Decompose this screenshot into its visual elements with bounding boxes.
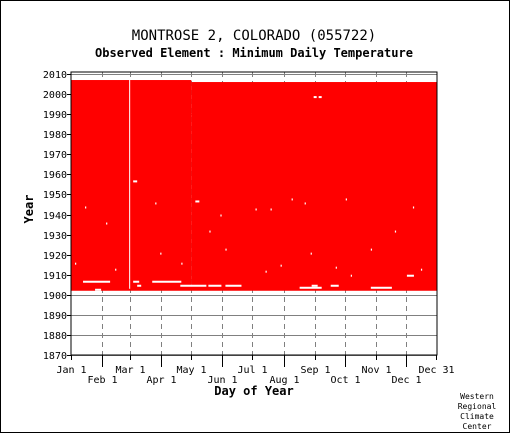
missing-dot — [106, 222, 108, 225]
plot-border — [70, 71, 438, 356]
missing-dot — [291, 198, 293, 201]
x-tick-label: Dec 31 — [418, 365, 454, 376]
missing-segment — [180, 284, 207, 287]
missing-dot — [155, 202, 157, 205]
missing-segment — [313, 96, 317, 99]
missing-segment — [83, 280, 111, 283]
x-tick-label: Jul 1 — [237, 365, 267, 376]
y-tick-label: 1870 — [43, 351, 67, 362]
credit-line: Climate — [460, 412, 494, 421]
credit-line: Center — [463, 422, 492, 431]
y-tick-label: 1940 — [43, 211, 67, 222]
observed-block — [191, 82, 437, 289]
missing-dot — [75, 262, 77, 265]
y-tick-label: 1950 — [43, 190, 67, 201]
x-tick-label: Apr 1 — [146, 375, 176, 386]
x-tick-label: Nov 1 — [361, 365, 391, 376]
missing-dot — [255, 208, 257, 211]
missing-dot — [412, 206, 415, 209]
missing-dot — [345, 198, 347, 201]
missing-segment — [133, 180, 138, 183]
observed-block — [71, 80, 192, 289]
missing-dot — [420, 268, 423, 271]
y-tick-label: 1920 — [43, 251, 67, 262]
x-tick-label: Oct 1 — [330, 375, 360, 386]
missing-dot — [115, 268, 117, 271]
chart-subtitle: Observed Element : Minimum Daily Tempera… — [95, 46, 413, 60]
missing-dot — [209, 230, 211, 233]
missing-segment — [195, 200, 200, 203]
missing-segment — [318, 96, 322, 99]
y-tick-label: 1910 — [43, 271, 67, 282]
y-axis-ticks: 1870 1880 1890 1900 1910 1920 1930 1940 1950 1960… — [43, 70, 71, 362]
missing-dot — [225, 248, 227, 251]
missing-segment — [133, 280, 140, 283]
y-tick-label: 2010 — [43, 70, 67, 81]
missing-segment — [95, 288, 102, 291]
missing-segment — [137, 284, 142, 287]
x-tick-label: Mar 1 — [115, 365, 145, 376]
missing-dot — [220, 214, 222, 217]
missing-dot — [350, 274, 352, 277]
credit-block: Western Regional Climate Center — [458, 392, 497, 431]
x-tick-label: Aug 1 — [269, 375, 299, 386]
y-tick-label: 1990 — [43, 110, 67, 121]
x-axis-label: Day of Year — [214, 384, 293, 398]
missing-dot — [181, 262, 183, 265]
x-tick-label: May 1 — [176, 365, 206, 376]
missing-column — [129, 80, 131, 289]
missing-segment — [208, 284, 222, 287]
x-tick-label: Dec 1 — [391, 375, 421, 386]
y-tick-label: 1880 — [43, 331, 67, 342]
y-axis-label: Year — [22, 195, 36, 224]
y-tick-label: 1960 — [43, 170, 67, 181]
missing-dot — [265, 270, 267, 273]
y-tick-label: 1980 — [43, 130, 67, 141]
missing-dot — [370, 248, 373, 251]
y-tick-label: 1930 — [43, 231, 67, 242]
missing-dot — [310, 252, 312, 255]
missing-dot — [335, 266, 337, 269]
chart-title: MONTROSE 2, COLORADO (055722) — [132, 28, 376, 44]
observed-block — [71, 286, 437, 291]
x-axis-ticks: Jan 1 Mar 1 May 1 Jul 1 Sep 1 Nov 1 Dec 31 Feb … — [56, 355, 455, 386]
missing-dot — [160, 252, 162, 255]
x-tick-label: Jun 1 — [207, 375, 237, 386]
missing-segment — [299, 286, 322, 289]
missing-dot — [280, 264, 282, 267]
missing-segment — [225, 284, 242, 287]
missing-segment — [152, 280, 182, 283]
x-tick-label: Jan 1 — [56, 365, 86, 376]
y-tick-label: 1970 — [43, 150, 67, 161]
x-tick-label: Sep 1 — [300, 365, 330, 376]
missing-segment — [330, 284, 339, 287]
data-layer — [71, 80, 437, 291]
missing-dot — [394, 230, 397, 233]
y-tick-label: 2000 — [43, 90, 67, 101]
credit-line: Regional — [458, 402, 497, 411]
missing-dot — [85, 206, 87, 209]
missing-dot — [304, 202, 306, 205]
x-tick-label: Feb 1 — [87, 375, 117, 386]
y-tick-label: 1890 — [43, 311, 67, 322]
missing-segment — [311, 284, 318, 287]
credit-line: Western — [460, 392, 494, 401]
missing-segment — [406, 274, 414, 277]
missing-dot — [270, 208, 272, 211]
missing-segment — [370, 286, 392, 289]
y-tick-label: 1900 — [43, 291, 67, 302]
